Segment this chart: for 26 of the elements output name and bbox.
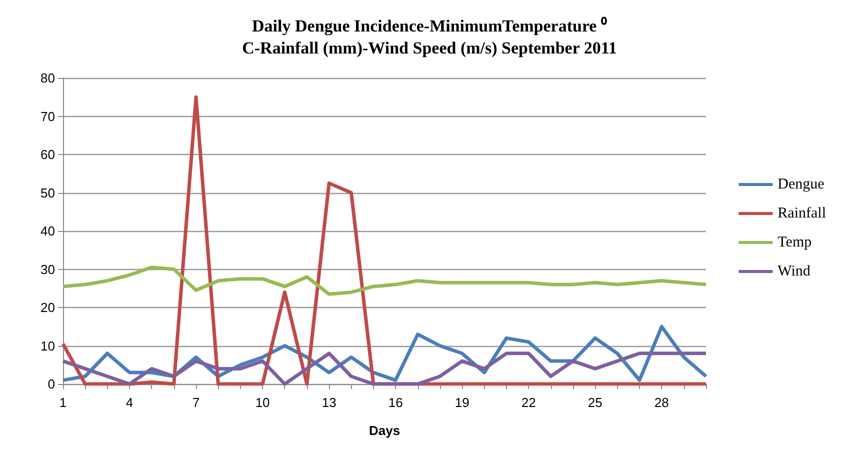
legend-label: Wind	[778, 264, 811, 280]
x-tick-label: 1	[59, 395, 67, 410]
x-tick-label: 7	[192, 395, 200, 410]
x-tick-label: 10	[255, 395, 270, 410]
chart-title: Daily Dengue Incidence-MinimumTemperature ⁰C-Rainfall (mm)-Wind Speed (m/s) September 2011	[242, 16, 617, 58]
y-tick-label: 80	[40, 70, 55, 86]
y-tick-label: 40	[40, 224, 55, 238]
legend-label: Temp	[778, 234, 812, 250]
x-tick-label: 13	[322, 395, 336, 410]
y-tick-label: 70	[40, 108, 55, 124]
x-tick-label: 28	[654, 395, 669, 410]
y-tick-label: 60	[40, 147, 55, 162]
x-tick-label: 19	[454, 395, 470, 410]
legend-label: Rainfall	[778, 206, 826, 222]
line-series	[61, 266, 708, 296]
y-tick-label: 50	[40, 185, 55, 200]
x-tick-label: 22	[521, 395, 536, 410]
x-tick-label: 4	[126, 395, 134, 410]
legend-label: Dengue	[778, 176, 825, 192]
x-axis-title: Days	[368, 423, 400, 438]
y-tick-label: 0	[48, 376, 55, 392]
x-tick-label: 25	[588, 395, 602, 410]
y-tick-label: 30	[40, 262, 55, 277]
x-tick-label: 16	[388, 395, 403, 410]
y-tick-label: 10	[40, 338, 55, 354]
y-tick-label: 20	[40, 300, 55, 315]
